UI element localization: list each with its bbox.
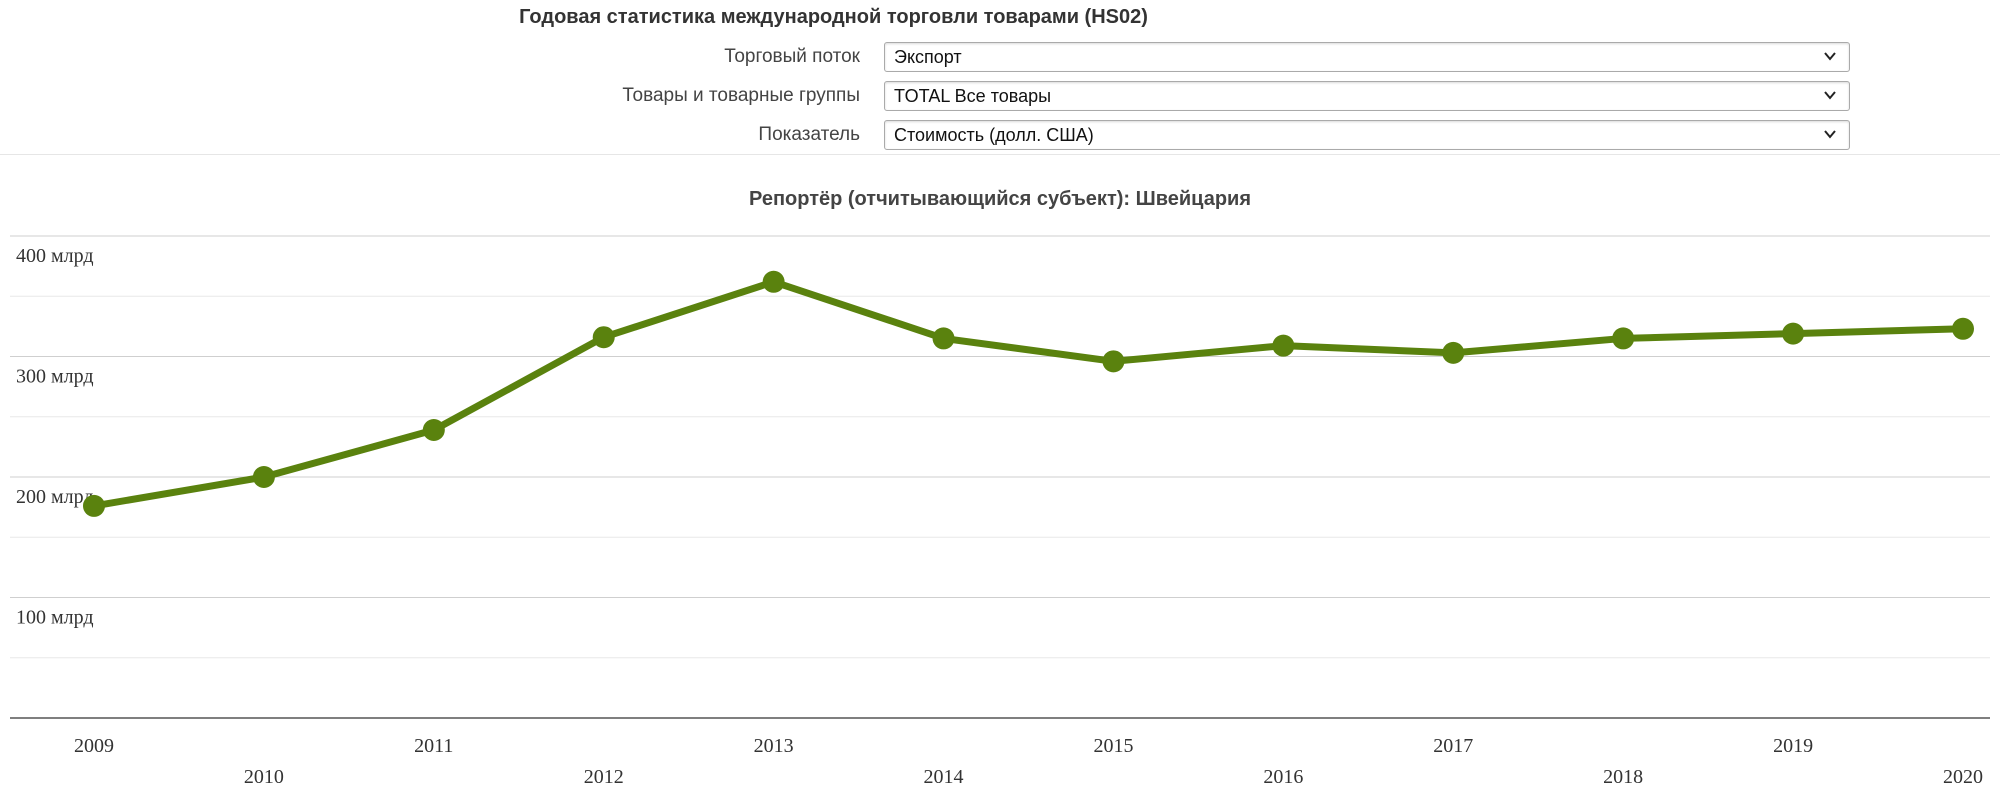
chevron-down-icon <box>1824 130 1836 139</box>
x-axis-labels: 2009 2010 2011 2012 2013 2014 2015 2016 2017 2018… <box>74 735 1983 788</box>
data-point[interactable] <box>252 466 275 488</box>
chevron-down-icon <box>1824 91 1836 100</box>
x-tick-label: 2011 <box>414 735 453 757</box>
x-tick-label: 2020 <box>1943 766 1983 788</box>
x-tick-label: 2016 <box>1263 766 1303 788</box>
series-line <box>90 278 1967 510</box>
data-point[interactable] <box>1442 341 1465 364</box>
data-point[interactable] <box>1782 322 1805 345</box>
chevron-down-icon <box>1824 52 1836 61</box>
trade-flow-value: Экспорт <box>894 47 962 67</box>
filter-row-commodity: Товары и товарные группы TOTAL Все товар… <box>0 81 2000 115</box>
data-point[interactable] <box>83 494 105 517</box>
filter-panel: Годовая статистика международной торговл… <box>0 0 2000 155</box>
y-tick-label: 300 млрд <box>16 366 94 388</box>
x-tick-label: 2013 <box>754 735 794 757</box>
trade-flow-label: Торговый поток <box>724 46 860 67</box>
data-point[interactable] <box>762 270 785 293</box>
x-tick-label: 2015 <box>1093 735 1133 757</box>
page-title: Годовая статистика международной торговл… <box>519 6 1148 28</box>
data-point[interactable] <box>1952 317 1974 340</box>
commodity-value: TOTAL Все товары <box>894 86 1052 106</box>
data-point[interactable] <box>422 419 445 442</box>
commodity-select[interactable]: TOTAL Все товары <box>884 81 1850 111</box>
y-tick-label: 100 млрд <box>16 607 94 629</box>
indicator-select[interactable]: Стоимость (долл. США) <box>884 120 1850 150</box>
x-tick-label: 2012 <box>584 766 624 788</box>
chart-title: Репортёр (отчитывающийся субъект): Швейц… <box>749 188 1251 210</box>
y-axis-labels: 100 млрд 200 млрд 300 млрд 400 млрд <box>16 245 94 629</box>
x-tick-label: 2017 <box>1433 735 1473 757</box>
x-tick-label: 2019 <box>1773 735 1813 757</box>
gridlines <box>10 235 1990 719</box>
y-tick-label: 200 млрд <box>16 486 94 508</box>
series-layer <box>83 270 1974 517</box>
x-tick-label: 2014 <box>924 766 964 788</box>
data-point[interactable] <box>1102 350 1125 373</box>
data-point[interactable] <box>932 327 955 350</box>
filter-row-indicator: Показатель Стоимость (долл. США) <box>0 120 2000 154</box>
line-chart: Репортёр (отчитывающийся субъект): Швейц… <box>10 188 1990 788</box>
indicator-value: Стоимость (долл. США) <box>894 125 1094 145</box>
data-point[interactable] <box>1272 334 1295 357</box>
indicator-label: Показатель <box>758 124 860 145</box>
x-tick-label: 2010 <box>244 766 284 788</box>
x-tick-label: 2018 <box>1603 766 1643 788</box>
commodity-label: Товары и товарные группы <box>622 85 860 106</box>
data-point[interactable] <box>592 326 615 349</box>
x-tick-label: 2009 <box>74 735 114 757</box>
y-tick-label: 400 млрд <box>16 245 94 267</box>
filter-row-trade-flow: Торговый поток Экспорт <box>0 42 2000 76</box>
data-point[interactable] <box>1612 327 1635 350</box>
trade-flow-select[interactable]: Экспорт <box>884 42 1850 72</box>
